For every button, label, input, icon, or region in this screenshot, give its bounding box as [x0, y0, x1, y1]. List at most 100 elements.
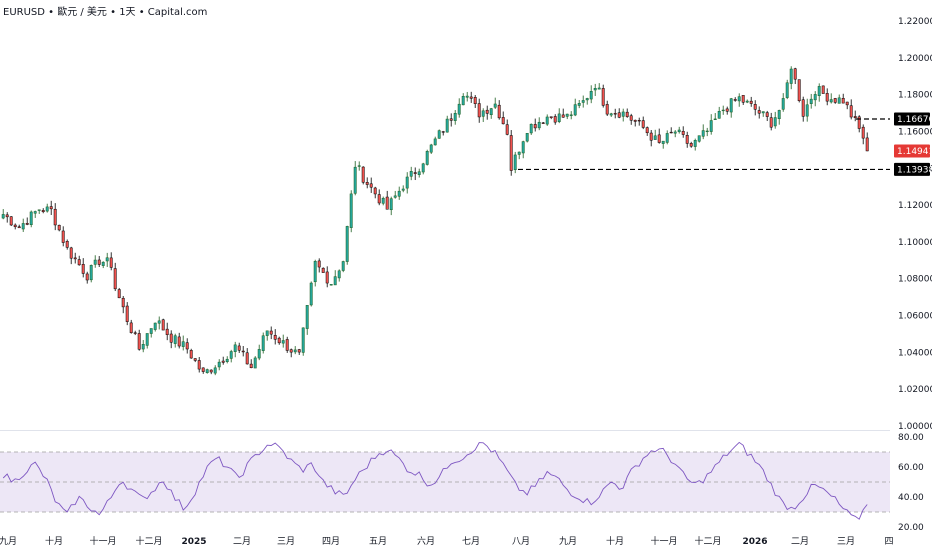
candle-body — [701, 130, 705, 137]
candle-body — [57, 224, 61, 231]
candle — [241, 346, 245, 357]
candle — [717, 106, 721, 119]
chart-title: EURUSD • 歐元 / 美元 • 1天 • Capital.com — [3, 5, 207, 18]
candle — [529, 123, 533, 135]
candle-body — [117, 289, 121, 299]
candle-body — [229, 351, 233, 359]
candle — [493, 97, 497, 109]
candle — [733, 97, 737, 102]
candle — [29, 210, 33, 228]
candle-body — [417, 171, 421, 175]
candle-body — [93, 259, 97, 265]
candle — [749, 96, 753, 107]
candle-body — [77, 259, 81, 266]
candle-body — [133, 332, 137, 334]
candle — [357, 161, 361, 171]
candle — [57, 224, 61, 232]
candle-body — [189, 350, 193, 359]
candle — [845, 101, 849, 110]
candle-body — [157, 320, 161, 324]
candle-body — [689, 143, 693, 147]
candle — [25, 217, 29, 226]
candle-body — [741, 95, 745, 103]
candle-body — [769, 117, 773, 128]
candle-body — [265, 330, 269, 336]
candle — [665, 130, 669, 145]
candle-body — [273, 335, 277, 340]
candle — [225, 356, 229, 364]
candle — [197, 357, 201, 373]
candle-body — [693, 140, 697, 147]
candle-body — [553, 116, 557, 123]
candle — [397, 186, 401, 200]
candle — [477, 98, 481, 123]
candle-body — [841, 97, 845, 104]
candle-body — [389, 198, 393, 211]
candle — [113, 262, 117, 292]
candle — [821, 85, 825, 94]
candle — [273, 329, 277, 345]
candle-body — [365, 182, 369, 185]
candle-body — [281, 340, 285, 344]
candle — [33, 210, 37, 218]
year-label: 2025 — [181, 537, 206, 547]
candle-body — [789, 68, 793, 84]
candle-body — [845, 101, 849, 106]
candle-body — [305, 305, 309, 329]
candle — [773, 111, 777, 129]
candle — [389, 196, 393, 216]
candle — [221, 356, 225, 365]
candle-body — [89, 265, 93, 281]
candle-body — [829, 99, 833, 103]
candle-body — [341, 261, 345, 271]
rsi-series-line — [2, 441, 868, 520]
candle-body — [625, 111, 629, 117]
candle-body — [577, 103, 581, 106]
candle-body — [201, 367, 205, 372]
candle — [609, 112, 613, 117]
candle — [93, 255, 97, 268]
candle — [693, 138, 697, 151]
month-label: 十月 — [45, 535, 63, 547]
candle-body — [773, 117, 777, 127]
candle-body — [661, 140, 665, 144]
candle — [277, 336, 281, 345]
candle — [41, 208, 45, 214]
candle — [321, 267, 325, 273]
candle — [237, 342, 241, 353]
candle — [705, 127, 709, 137]
candle-body — [605, 104, 609, 115]
candle — [157, 316, 161, 330]
candle-body — [29, 211, 33, 225]
candle-body — [717, 110, 721, 119]
candle-body — [493, 103, 497, 108]
candle — [249, 359, 253, 369]
candle — [589, 85, 593, 104]
rsi-axis: 80.00 60.00 40.00 20.00 — [898, 433, 924, 533]
candle-body — [145, 333, 149, 346]
rsi-tick-label: 20.00 — [898, 523, 924, 533]
candle-body — [421, 163, 425, 173]
candle — [421, 162, 425, 175]
candle — [537, 117, 541, 131]
candle — [661, 140, 665, 149]
candle-body — [861, 126, 865, 139]
candle — [297, 348, 301, 355]
candle — [649, 130, 653, 147]
candle-body — [9, 216, 13, 226]
price-axis: 1.220001.200001.180001.160001.140001.120… — [894, 17, 932, 432]
candle — [757, 106, 761, 119]
candle-body — [481, 110, 485, 117]
candle-body — [313, 261, 317, 283]
candle — [825, 88, 829, 106]
candle — [645, 126, 649, 136]
candle — [301, 327, 305, 356]
candle — [125, 302, 129, 326]
candle — [737, 93, 741, 107]
candle — [481, 108, 485, 122]
candle — [853, 110, 857, 122]
candle — [857, 115, 861, 133]
level-badge-label: 1.13938 — [897, 165, 932, 175]
candle-body — [65, 241, 69, 248]
